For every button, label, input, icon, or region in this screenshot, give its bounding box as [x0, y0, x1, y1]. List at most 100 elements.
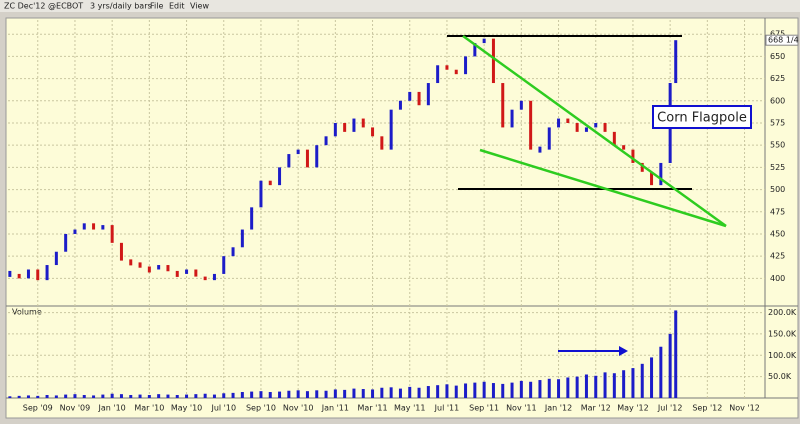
volume-bar — [212, 394, 216, 398]
x-tick-label: Jan '11 — [321, 404, 349, 413]
volume-bar — [26, 395, 30, 398]
y2-tick-label: 150.0K — [768, 329, 797, 338]
y-tick-label: 675 — [770, 30, 785, 39]
volume-bar — [250, 391, 254, 398]
wedge-upper — [462, 34, 727, 228]
volume-bar — [185, 394, 189, 398]
view-menu[interactable]: View — [190, 2, 209, 11]
volume-bar — [501, 383, 505, 398]
volume-bar — [352, 388, 356, 398]
volume-bar — [510, 382, 514, 398]
volume-bar — [343, 389, 347, 398]
annotation-box — [652, 105, 752, 129]
file-menu[interactable]: File — [150, 2, 163, 11]
y-tick-label: 500 — [770, 185, 785, 194]
volume-bar — [482, 381, 486, 398]
volume-bar — [491, 383, 495, 398]
volume-bar — [371, 389, 375, 398]
volume-bar — [259, 391, 263, 398]
volume-bar — [650, 357, 654, 398]
x-tick-label: Nov '09 — [60, 404, 91, 413]
volume-bar — [519, 380, 523, 398]
y-tick-label: 600 — [770, 96, 785, 105]
volume-bar — [296, 390, 300, 398]
symbol-menu[interactable]: ZC Dec'12 @ECBOT — [4, 2, 83, 11]
x-tick-label: Mar '12 — [581, 404, 611, 413]
annotation: Corn Flagpole — [657, 111, 747, 126]
volume-bar — [436, 385, 440, 398]
volume-bar — [73, 394, 77, 398]
volume-bar — [454, 385, 458, 398]
volume-bar — [278, 391, 282, 398]
volume-bar — [408, 386, 412, 398]
volume-bar — [445, 384, 449, 398]
volume-bar — [529, 381, 533, 398]
volume-bar — [92, 395, 96, 398]
volume-label: Volume — [12, 308, 42, 317]
volume-bar — [166, 394, 170, 398]
x-tick-label: May '10 — [171, 404, 202, 413]
edit-menu[interactable]: Edit — [169, 2, 185, 11]
y-tick-label: 425 — [770, 252, 785, 261]
volume-bar — [464, 383, 468, 398]
volume-bar — [612, 373, 616, 398]
volume-bar — [268, 392, 272, 398]
x-tick-label: Sep '11 — [469, 404, 499, 413]
volume-bar — [631, 368, 635, 398]
x-tick-label: Sep '09 — [23, 404, 53, 413]
volume-bar — [305, 391, 309, 398]
volume-bar — [594, 375, 598, 398]
volume-bar — [361, 389, 365, 398]
toolbar — [0, 0, 800, 12]
x-tick-label: Nov '10 — [283, 404, 314, 413]
plot-background — [5, 17, 799, 419]
period-menu[interactable]: 3 yrs/daily bars — [90, 2, 152, 11]
volume-bar — [622, 370, 626, 398]
y-tick-label: 625 — [770, 74, 785, 83]
x-tick-label: Jul '12 — [657, 404, 683, 413]
volume-bar — [417, 387, 421, 398]
x-tick-label: May '12 — [617, 404, 648, 413]
volume-bar — [473, 382, 477, 398]
volume-bar — [640, 363, 644, 398]
x-tick-label: Jul '10 — [210, 404, 236, 413]
volume-arrowhead — [619, 346, 628, 356]
volume-bar — [64, 394, 68, 398]
x-tick-label: Jan '12 — [544, 404, 572, 413]
volume-bar — [287, 390, 291, 398]
volume-bar — [547, 378, 551, 398]
volume-bar — [324, 390, 328, 398]
volume-bar — [157, 394, 161, 398]
x-tick-label: Sep '10 — [246, 404, 276, 413]
x-tick-label: Mar '11 — [358, 404, 388, 413]
y-tick-label: 400 — [770, 274, 785, 283]
x-tick-label: Sep '12 — [692, 404, 722, 413]
last-price-tag — [765, 34, 799, 46]
volume-bar — [575, 376, 579, 398]
x-tick-label: Nov '11 — [506, 404, 537, 413]
volume-bar — [674, 310, 678, 398]
volume-bar — [119, 394, 123, 398]
volume-bar — [315, 390, 319, 398]
x-tick-label: May '11 — [394, 404, 425, 413]
volume-bar — [398, 388, 402, 398]
y2-tick-label: 100.0K — [768, 351, 797, 360]
volume-bar — [147, 395, 151, 398]
volume-bar — [36, 395, 40, 398]
volume-bar — [333, 389, 337, 398]
volume-bar — [603, 372, 607, 398]
volume-bar — [389, 387, 393, 398]
volume-bar — [380, 387, 384, 398]
x-tick-label: Nov '12 — [729, 404, 760, 413]
y-tick-label: 550 — [770, 141, 785, 150]
y-tick-label: 450 — [770, 229, 785, 238]
volume-bar — [17, 395, 21, 398]
volume-bar — [203, 393, 207, 398]
volume-bar — [538, 380, 542, 398]
volume-bar — [426, 386, 430, 398]
volume-bar — [8, 396, 12, 398]
volume-bar — [54, 395, 58, 398]
y-tick-label: 575 — [770, 118, 785, 127]
volume-bar — [659, 346, 663, 398]
volume-bar — [129, 395, 133, 398]
